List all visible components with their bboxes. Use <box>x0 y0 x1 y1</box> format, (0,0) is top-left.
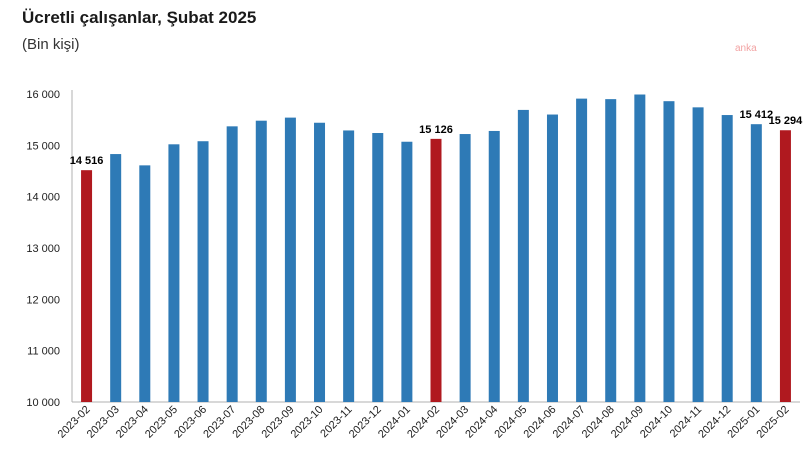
bar <box>284 117 296 402</box>
bar <box>314 122 326 402</box>
y-tick-label: 14 000 <box>26 192 60 204</box>
x-tick-label: 2024-10 <box>638 404 675 441</box>
bar <box>692 107 704 402</box>
bar <box>81 170 93 402</box>
y-tick-label: 11 000 <box>27 346 60 358</box>
y-tick-label: 13 000 <box>26 243 60 255</box>
bar <box>634 94 646 402</box>
bar <box>401 141 413 403</box>
bar <box>779 130 791 402</box>
chart-title: Ücretli çalışanlar, Şubat 2025 <box>22 8 257 27</box>
bar <box>110 154 122 402</box>
bar <box>488 130 500 402</box>
y-tick-label: 16 000 <box>26 89 60 101</box>
bar <box>372 133 384 402</box>
bar <box>663 101 675 402</box>
bar <box>546 114 558 403</box>
y-tick-label: 10 000 <box>26 397 60 409</box>
y-tick-label: 12 000 <box>26 294 60 306</box>
data-label: 14 516 <box>70 155 104 167</box>
data-label: 15 412 <box>739 109 773 121</box>
bar <box>197 141 209 402</box>
bar <box>459 134 471 403</box>
bar <box>139 165 151 402</box>
bar <box>168 144 180 402</box>
bar <box>343 130 355 403</box>
bar <box>255 120 267 403</box>
data-label: 15 126 <box>419 124 453 136</box>
bar <box>605 99 617 402</box>
chart-subtitle: (Bin kişi) <box>22 36 80 53</box>
y-tick-label: 15 000 <box>26 140 60 152</box>
bar <box>721 115 733 403</box>
bar <box>576 98 588 403</box>
bar <box>750 124 762 403</box>
data-label: 15 294 <box>769 115 804 127</box>
bar <box>517 109 529 402</box>
bar <box>430 138 442 402</box>
watermark-logo: anka <box>735 43 757 54</box>
bar <box>226 126 238 402</box>
x-tick-label: 2023-10 <box>289 404 326 441</box>
x-tick-label: 2025-02 <box>755 404 792 441</box>
